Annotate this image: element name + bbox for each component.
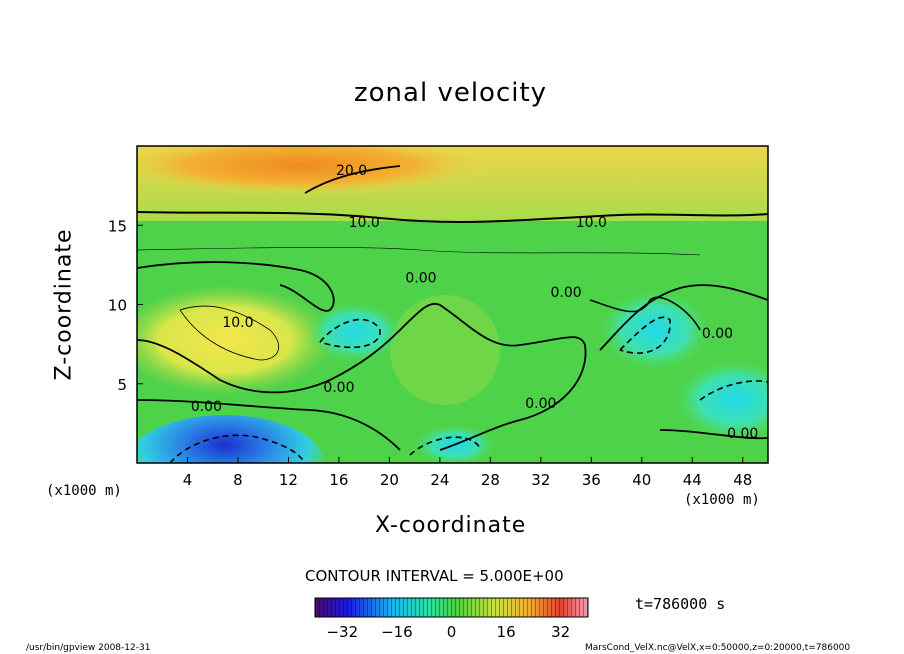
colorbar-tick-label: −16 (381, 623, 413, 641)
colorbar-tick-label: −32 (326, 623, 358, 641)
colorbar-tick-label: 16 (497, 623, 516, 641)
x-unit-label-right: (x1000 m) (684, 492, 760, 508)
y-tick-label: 5 (117, 376, 127, 394)
colorbar-tick-layer: −32 −16 0 16 32 (326, 623, 570, 641)
y-tick-label: 10 (108, 297, 127, 315)
x-tick-layer: 4 8 12 16 20 24 28 32 36 40 44 48 (183, 457, 752, 489)
contour-label: 20.0 (336, 163, 367, 179)
y-tick-label: 15 (108, 217, 127, 235)
contour-label: 10.0 (576, 215, 607, 231)
x-unit-label-left: (x1000 m) (46, 483, 122, 499)
contour-label: 0.00 (702, 326, 733, 342)
footer-right: MarsCond_VelX.nc@VelX,x=0:50000,z=0:2000… (585, 643, 851, 653)
x-tick-label: 36 (582, 471, 601, 489)
x-tick-label: 24 (430, 471, 449, 489)
x-tick-label: 12 (279, 471, 298, 489)
y-tick-layer: 5 10 15 (108, 217, 143, 394)
contour-label-layer: 20.0 10.0 10.0 0.00 0.00 10.0 0.00 0.00 0.00 0.00… (191, 163, 759, 442)
x-tick-label: 44 (683, 471, 702, 489)
x-tick-label: 48 (733, 471, 752, 489)
contour-label: 0.00 (405, 271, 436, 287)
colorbar-tick-label: 0 (447, 623, 457, 641)
x-tick-label: 8 (233, 471, 243, 489)
contour-label: 0.00 (191, 399, 222, 415)
chart-title: zonal velocity (354, 78, 548, 108)
contour-field (137, 146, 768, 463)
footer-left: /usr/bin/gpview 2008-12-31 (26, 643, 151, 653)
time-label: t=786000 s (635, 595, 726, 613)
contour-label: 10.0 (349, 215, 380, 231)
colorbar-tick-label: 32 (551, 623, 570, 641)
x-axis-title: X-coordinate (375, 513, 527, 538)
x-tick-label: 16 (329, 471, 348, 489)
x-tick-label: 28 (481, 471, 500, 489)
x-tick-label: 4 (183, 471, 193, 489)
contour-label: 0.00 (550, 285, 581, 301)
contour-label: 10.0 (222, 315, 253, 331)
x-tick-label: 20 (380, 471, 399, 489)
contour-label: 0.00 (525, 396, 556, 412)
x-tick-label: 32 (531, 471, 550, 489)
contour-interval-label: CONTOUR INTERVAL = 5.000E+00 (305, 567, 564, 585)
x-tick-label: 40 (632, 471, 651, 489)
contour-label: 0.00 (727, 426, 758, 442)
contour-label: 0.00 (323, 380, 354, 396)
